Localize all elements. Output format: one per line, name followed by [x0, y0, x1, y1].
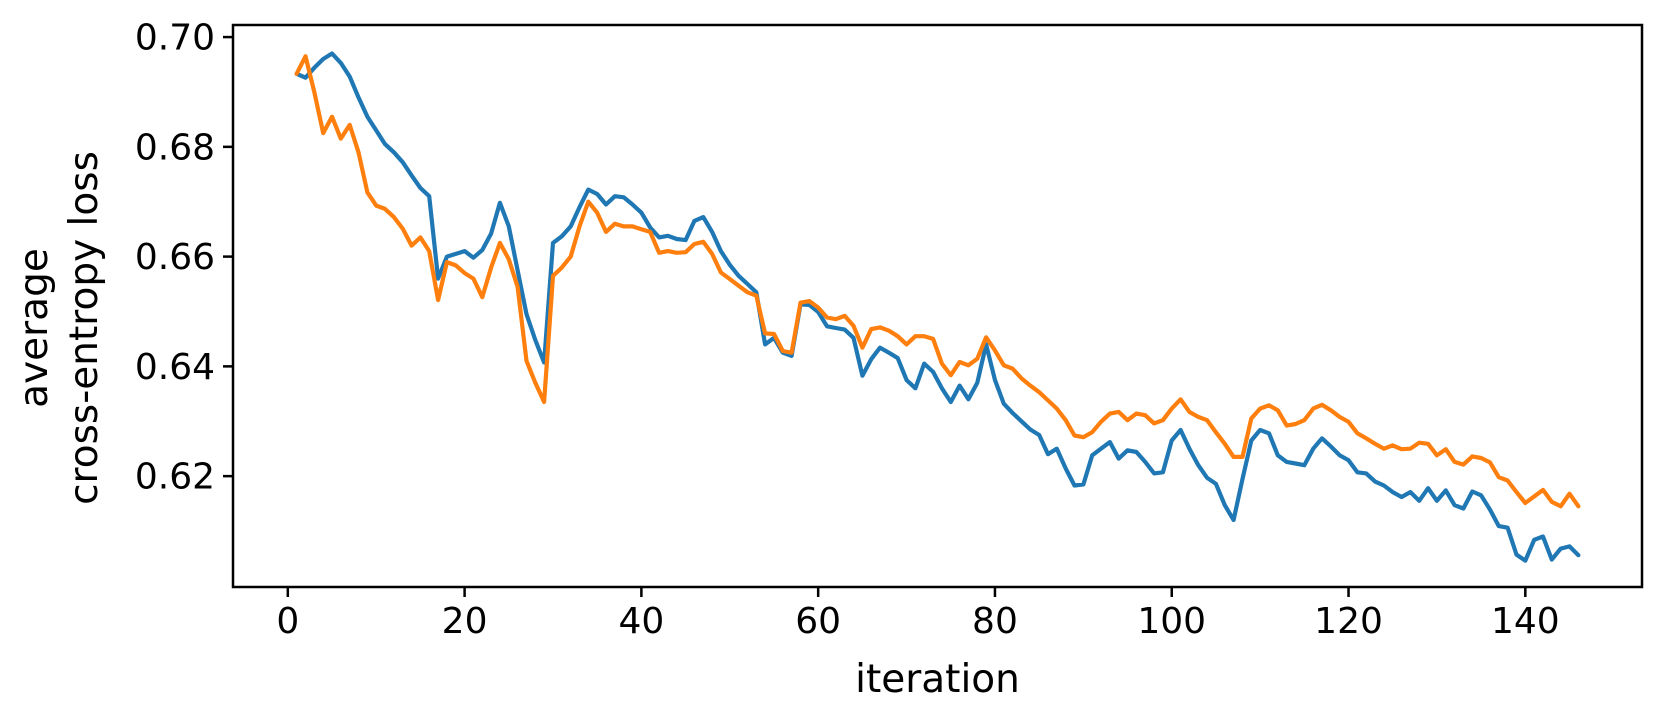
y-axis-label-line-1: average [12, 248, 57, 408]
x-tick-label: 0 [276, 601, 299, 642]
y-axis-label-line-2: cross-entropy loss [62, 151, 107, 505]
x-tick-label: 80 [972, 601, 1018, 642]
x-tick-label: 20 [442, 601, 488, 642]
x-axis-ticks: 0 20 40 60 80 100 120 140 [276, 587, 1560, 642]
y-tick-label: 0.68 [135, 127, 215, 168]
x-tick-label: 60 [795, 601, 841, 642]
x-tick-label: 140 [1491, 601, 1560, 642]
series-lines [294, 51, 1581, 563]
y-tick-label: 0.62 [135, 457, 215, 498]
plot-area [233, 25, 1642, 587]
y-tick-label: 0.64 [135, 347, 215, 388]
y-axis-ticks: 0.70 0.68 0.66 0.64 0.62 [135, 18, 233, 498]
series-1-blue-line [294, 51, 1581, 563]
y-tick-label: 0.66 [135, 237, 215, 278]
series-2-orange-line [294, 54, 1581, 509]
x-tick-label: 100 [1137, 601, 1206, 642]
plot-spines [231, 23, 1644, 589]
y-tick-label: 0.70 [135, 18, 215, 59]
x-tick-label: 40 [618, 601, 664, 642]
x-tick-label: 120 [1314, 601, 1383, 642]
x-axis-label: iteration [855, 657, 1020, 702]
